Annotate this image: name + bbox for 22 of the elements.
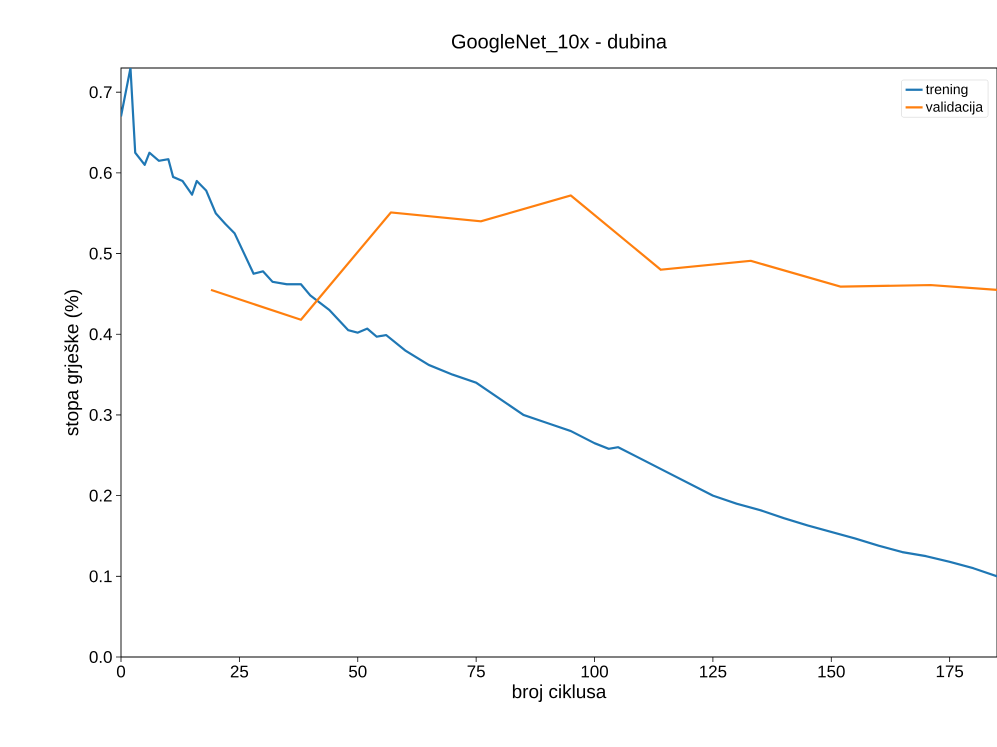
x-tick-label: 50 (349, 666, 367, 678)
x-tick-label: 125 (700, 666, 726, 678)
y-tick-label: 0.7 (90, 86, 112, 98)
legend-label: trening (926, 84, 968, 97)
y-tick-label: 0.6 (90, 166, 112, 179)
y-tick-label: 0.1 (90, 570, 112, 582)
y-tick-label: 0.3 (90, 408, 112, 421)
x-tick-label: 100 (582, 666, 608, 678)
y-tick-label: 0.4 (90, 328, 112, 340)
chart-title: GoogleNet_10x - dubina (452, 34, 667, 53)
line-series (210, 194, 997, 321)
y-axis-title: stopa grješke (%) (64, 290, 82, 436)
x-axis-title: broj ciklusa (512, 684, 606, 702)
x-tick-label: 175 (936, 666, 964, 678)
x-tick-label: 150 (818, 666, 845, 678)
y-tick-label: 0.2 (90, 490, 112, 502)
x-tick-label: 0 (116, 666, 126, 678)
y-tick-label: 0.5 (90, 248, 112, 260)
x-tick-label: 75 (468, 666, 485, 678)
legend-label: validacija (926, 102, 984, 115)
y-tick-label: 0.0 (90, 651, 112, 663)
x-tick-label: 25 (230, 666, 248, 678)
